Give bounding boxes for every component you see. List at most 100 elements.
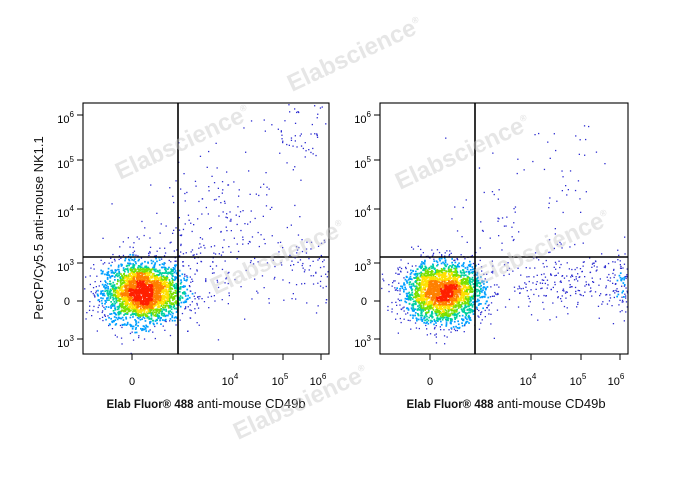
event-dot (415, 287, 417, 290)
event-dot (462, 293, 464, 296)
event-dot (157, 316, 159, 318)
event-dot (585, 281, 587, 283)
event-dot (123, 281, 126, 284)
event-dot (591, 263, 594, 265)
event-dot (391, 301, 393, 304)
event-dot (133, 276, 135, 278)
event-dot (582, 261, 584, 263)
event-dot (447, 272, 450, 275)
event-dot (224, 202, 226, 204)
event-dot (431, 267, 433, 270)
event-dot (151, 279, 154, 282)
event-dot (444, 264, 446, 266)
event-dot (543, 308, 545, 310)
event-dot (451, 307, 454, 310)
event-dot (142, 309, 145, 312)
event-dot (448, 315, 451, 317)
event-dot (571, 275, 574, 277)
event-dot (301, 283, 303, 285)
event-dot (319, 266, 322, 269)
event-dot (455, 305, 457, 308)
event-dot (131, 269, 134, 271)
event-dot (420, 294, 422, 297)
event-dot (452, 326, 455, 328)
event-dot (400, 267, 403, 270)
event-dot (584, 291, 586, 293)
event-dot (145, 268, 148, 270)
event-dot (150, 292, 152, 294)
event-dot (296, 146, 298, 148)
event-dot (461, 264, 463, 267)
event-dot (136, 272, 138, 274)
event-dot (163, 282, 165, 284)
event-dot (96, 330, 98, 332)
event-dot (160, 301, 163, 304)
event-dot (147, 280, 149, 282)
event-dot (414, 296, 416, 299)
event-dot (158, 300, 160, 302)
event-dot (286, 143, 288, 146)
event-dot (457, 312, 459, 315)
event-dot (120, 286, 123, 289)
event-dot (604, 265, 606, 267)
event-dot (161, 280, 164, 283)
event-dot (436, 269, 438, 271)
event-dot (467, 285, 470, 288)
event-dot (478, 302, 481, 305)
event-dot (443, 269, 446, 272)
event-dot (605, 285, 607, 287)
event-dot (126, 276, 129, 278)
event-dot (300, 133, 302, 135)
event-dot (173, 285, 175, 288)
event-dot (407, 308, 410, 310)
event-dot (145, 290, 148, 292)
event-dot (139, 307, 142, 310)
event-dot (157, 280, 159, 282)
event-dot (463, 272, 465, 275)
event-dot (148, 317, 151, 320)
event-dot (134, 296, 136, 299)
event-dot (228, 292, 230, 294)
event-dot (141, 271, 144, 274)
event-dot (541, 287, 543, 289)
event-dot (577, 273, 579, 275)
event-dot (149, 252, 151, 254)
event-dot (99, 318, 101, 320)
event-dot (548, 207, 550, 209)
event-dot (227, 184, 230, 186)
event-dot (469, 317, 472, 319)
event-dot (197, 218, 199, 220)
event-dot (111, 294, 114, 297)
event-dot (291, 269, 293, 271)
event-dot (423, 303, 426, 306)
event-dot (440, 329, 442, 331)
event-dot (457, 302, 460, 305)
event-dot (418, 294, 420, 296)
event-dot (496, 284, 498, 286)
event-dot (472, 270, 474, 273)
event-dot (467, 299, 469, 302)
event-dot (222, 246, 224, 249)
event-dot (244, 318, 246, 320)
event-dot (618, 274, 621, 277)
event-dot (425, 308, 428, 310)
event-dot (413, 309, 415, 312)
event-dot (173, 284, 176, 287)
event-dot (141, 272, 143, 274)
event-dot (441, 269, 444, 272)
event-dot (427, 276, 430, 278)
event-dot (142, 328, 144, 331)
event-dot (588, 284, 590, 286)
event-dot (164, 297, 166, 299)
event-dot (497, 292, 499, 295)
event-dot (406, 282, 408, 284)
event-dot (140, 298, 143, 300)
event-dot (152, 319, 155, 322)
event-dot (143, 338, 146, 340)
event-dot (179, 305, 182, 308)
event-dot (104, 299, 107, 302)
event-dot (89, 275, 91, 277)
event-dot (230, 220, 232, 222)
event-dot (129, 297, 132, 300)
event-dot (143, 306, 146, 308)
